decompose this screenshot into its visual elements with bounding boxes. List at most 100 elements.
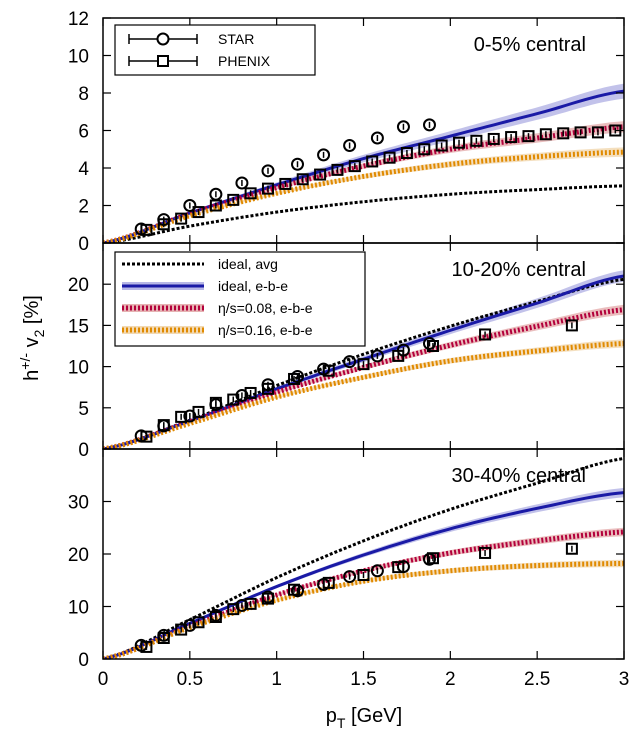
data-point — [317, 148, 331, 162]
data-point — [183, 199, 197, 212]
data-point — [209, 396, 222, 409]
y-tick-label: 6 — [78, 122, 89, 143]
data-point — [426, 552, 439, 565]
uncertainty-band — [103, 147, 624, 243]
y-tick-label: 20 — [68, 275, 89, 296]
y-tick-label: 0 — [78, 440, 89, 461]
data-point — [288, 372, 301, 385]
data-point — [227, 603, 240, 616]
data-point — [175, 410, 188, 423]
data-point — [244, 597, 257, 610]
y-axis-label: h+/- v2 [%] — [17, 295, 47, 381]
data-point — [157, 632, 170, 644]
y-tick-label: 30 — [68, 493, 89, 514]
data-point — [291, 369, 305, 383]
data-point — [422, 118, 436, 132]
x-axis-label: pT [GeV] — [326, 705, 402, 731]
data-point — [348, 160, 361, 173]
data-point — [453, 136, 466, 149]
panel-title: 30-40% central — [451, 465, 586, 487]
legend-label: ideal, avg — [218, 256, 278, 272]
legend-experiment: STAR PHENIX — [114, 24, 316, 76]
data-point — [291, 157, 305, 171]
series-line — [103, 149, 624, 243]
data-point — [175, 212, 188, 225]
data-point — [479, 546, 492, 559]
y-tick-label: 10 — [68, 598, 89, 619]
data-point — [522, 130, 535, 143]
x-tick-label: 0.5 — [177, 669, 203, 690]
panel-title: 0-5% central — [474, 34, 586, 56]
series-line — [103, 529, 624, 659]
legend-label: η/s=0.16, e-b-e — [218, 322, 313, 338]
data-point — [140, 223, 153, 236]
x-tick-label: 3 — [619, 669, 630, 690]
panel-1: 0 2 4 6 8 10 12 0-5% central STAR PHENIX — [68, 9, 625, 255]
y-tick-label: 2 — [78, 197, 89, 218]
data-point — [392, 561, 405, 574]
data-point — [175, 623, 188, 636]
y-tick-label: 0 — [78, 650, 89, 671]
data-point — [383, 151, 396, 164]
x-tick-label: 1 — [271, 669, 282, 690]
legend-marker — [157, 55, 169, 67]
data-point — [591, 126, 604, 139]
data-point — [279, 177, 292, 190]
data-point — [565, 542, 578, 555]
data-point — [296, 173, 309, 186]
y-tick-label: 20 — [68, 545, 89, 566]
series-line — [103, 307, 624, 449]
data-point — [396, 120, 410, 134]
data-point — [487, 132, 500, 145]
data-point — [435, 139, 448, 152]
legend-label: STAR — [218, 31, 254, 47]
legend-label: PHENIX — [218, 53, 271, 69]
data-point — [505, 131, 518, 144]
data-point — [227, 193, 240, 206]
data-point — [370, 349, 384, 363]
data-point — [370, 131, 384, 145]
data-point — [422, 337, 436, 351]
data-point — [574, 126, 587, 139]
data-point — [322, 364, 335, 377]
data-point — [209, 199, 222, 212]
data-point — [288, 583, 301, 596]
data-point — [235, 598, 249, 612]
data-point — [418, 143, 431, 156]
series-line — [103, 124, 624, 243]
y-tick-label: 0 — [78, 234, 89, 255]
data-point — [157, 419, 170, 432]
data-point — [261, 382, 274, 395]
y-tick-label: 10 — [68, 358, 89, 379]
y-tick-label: 10 — [68, 47, 89, 68]
data-point — [557, 127, 570, 140]
data-point — [426, 340, 439, 352]
data-point — [140, 640, 153, 653]
data-point — [479, 328, 492, 341]
legend-marker — [156, 32, 170, 46]
x-tick-label: 1.5 — [350, 669, 376, 690]
data-point — [157, 218, 170, 231]
data-point — [261, 182, 274, 195]
data-point — [343, 570, 357, 584]
data-point — [235, 176, 249, 190]
y-tick-label: 12 — [68, 9, 89, 30]
uncertainty-band — [103, 527, 624, 659]
uncertainty-band — [103, 339, 624, 449]
data-point — [227, 393, 240, 406]
data-point — [470, 134, 483, 147]
data-point — [244, 386, 257, 399]
plot-area — [103, 270, 624, 449]
data-point — [331, 163, 344, 176]
plot-area — [103, 456, 624, 659]
data-point — [322, 576, 335, 589]
data-point — [539, 128, 552, 141]
data-point — [400, 147, 413, 159]
data-point — [343, 139, 357, 152]
y-tick-label: 4 — [78, 159, 89, 180]
data-point — [192, 616, 205, 629]
legend-box — [114, 24, 316, 76]
data-point — [370, 564, 384, 578]
y-tick-label: 5 — [78, 399, 89, 420]
x-tick-label: 2.5 — [524, 669, 550, 690]
